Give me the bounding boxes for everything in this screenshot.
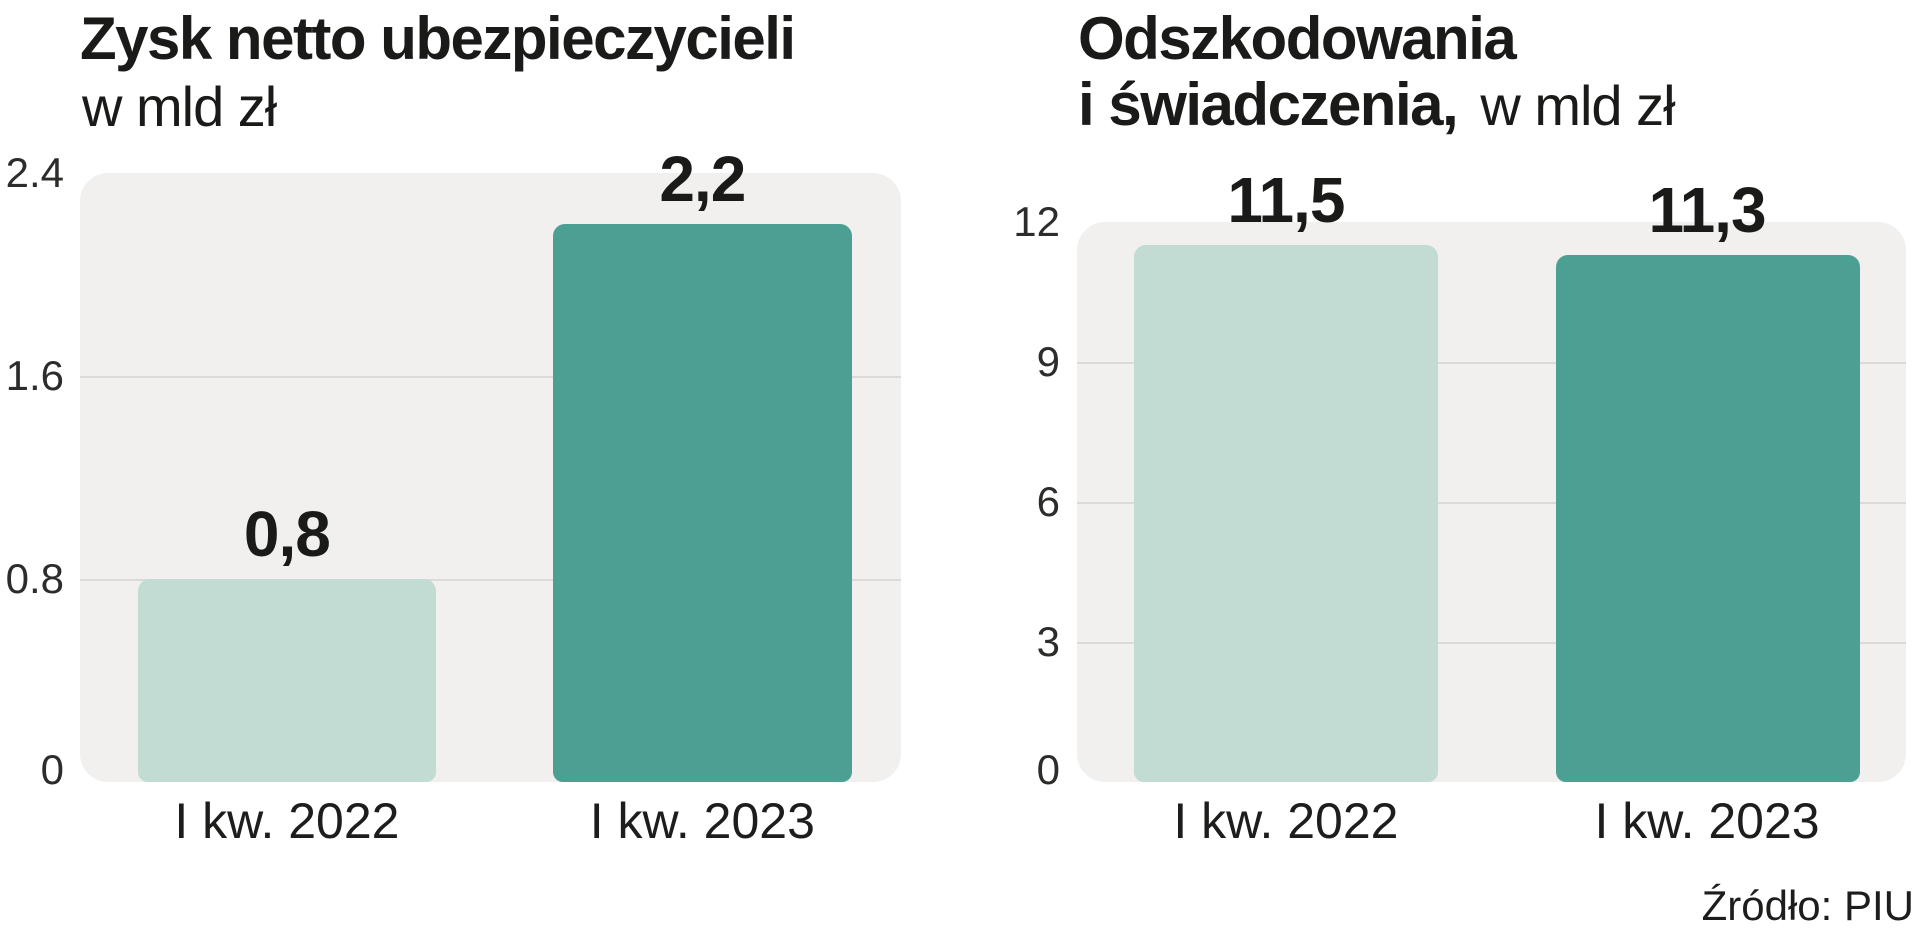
y-axis-tick: 12 <box>1013 198 1060 245</box>
x-axis-label: I kw. 2022 <box>174 793 400 849</box>
bar-value-label: 0,8 <box>243 498 331 571</box>
chart-title-text: i świadczenia, <box>1078 71 1459 138</box>
y-axis-tick: 9 <box>1036 338 1060 385</box>
y-axis-tick: 6 <box>1036 478 1060 525</box>
gridline <box>1077 502 1906 504</box>
x-axis-label: I kw. 2022 <box>1173 793 1399 849</box>
plot-area: 0,8 2,2 <box>80 143 901 782</box>
gridline <box>80 376 901 378</box>
gridline <box>80 579 901 581</box>
gridline <box>1077 362 1906 364</box>
chart-subtitle: w mld zł <box>82 75 277 138</box>
y-axis-tick: 0.8 <box>5 555 64 602</box>
gridline <box>1077 642 1906 644</box>
bar-value-label: 11,3 <box>1648 173 1767 246</box>
y-axis-tick: 0 <box>40 746 64 793</box>
bar-q1-2022 <box>138 579 437 782</box>
y-axis-tick: 2.4 <box>5 149 64 196</box>
y-axis: 2.4 1.6 0.8 0 <box>0 149 64 793</box>
bar-q1-2022 <box>1134 245 1439 782</box>
bar-q1-2023 <box>1556 254 1860 782</box>
plot-area: 11,5 11,3 <box>1077 164 1906 782</box>
x-axis-label: I kw. 2023 <box>1594 793 1820 849</box>
chart-title-line-1: Odszkodowania <box>1078 5 1517 72</box>
y-axis-tick: 3 <box>1036 618 1060 665</box>
x-axis: I kw. 2022 I kw. 2023 <box>80 792 901 852</box>
y-axis-tick: 0 <box>1036 746 1060 793</box>
chart-title: Zysk netto ubezpieczycieli <box>80 5 796 72</box>
bar-value-label: 11,5 <box>1227 164 1345 237</box>
chart-title-line-2: i świadczenia, w mld zł <box>1078 71 1676 139</box>
source-attribution: Źródło: PIU <box>1701 882 1914 929</box>
chart-subtitle: w mld zł <box>1480 74 1675 137</box>
x-axis-label: I kw. 2023 <box>589 793 815 849</box>
bar-q1-2023 <box>552 223 852 782</box>
x-axis: I kw. 2022 I kw. 2023 <box>1077 792 1906 852</box>
bar-value-label: 2,2 <box>659 142 746 215</box>
y-axis-tick: 1.6 <box>5 352 64 399</box>
y-axis: 12 9 6 3 0 <box>960 198 1060 793</box>
chart-title-text: Zysk netto ubezpieczycieli <box>80 5 796 72</box>
chart-title: Odszkodowania i świadczenia, w mld zł <box>1078 5 1676 139</box>
